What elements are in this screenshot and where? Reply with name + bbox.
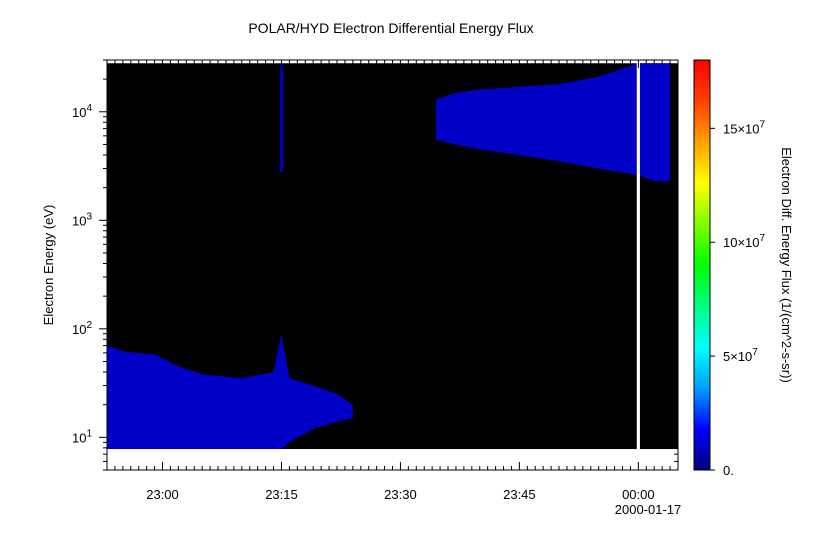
y-axis: 101 102 103 104 <box>72 59 678 471</box>
x-tick-label: 23:00 <box>146 487 179 502</box>
colorbar-tick-label: 0. <box>723 463 734 478</box>
colorbar: 0. 5×107 10×107 15×107 <box>693 59 766 478</box>
flux-region-spike-23:15 <box>279 63 284 172</box>
plot-area <box>106 59 679 471</box>
colorbar-tick-label: 5×107 <box>723 347 758 364</box>
x-axis: 23:00 23:15 23:30 23:45 00:00 <box>106 60 679 502</box>
y-tick-label: 101 <box>72 428 92 445</box>
y-tick-label: 102 <box>72 320 92 337</box>
colorbar-tick-label: 10×107 <box>723 233 766 250</box>
x-date-label: 2000-01-17 <box>615 502 682 517</box>
colorbar-scale <box>693 59 711 471</box>
colorbar-tick-label: 15×107 <box>723 119 766 136</box>
colorbar-label: Electron Diff. Energy Flux (1/(cm^2-s-sr… <box>779 147 794 383</box>
y-axis-label: Electron Energy (eV) <box>41 205 56 326</box>
data-gap <box>636 60 640 470</box>
y-tick-label: 104 <box>72 103 92 120</box>
flux-region-low-energy <box>107 333 353 449</box>
x-tick-label: 00:00 <box>622 487 655 502</box>
x-tick-label: 23:45 <box>503 487 536 502</box>
flux-region-high-energy <box>436 63 671 181</box>
y-tick-label: 103 <box>72 211 92 228</box>
x-tick-label: 23:15 <box>265 487 298 502</box>
x-tick-label: 23:30 <box>384 487 417 502</box>
chart-title: POLAR/HYD Electron Differential Energy F… <box>248 20 533 36</box>
